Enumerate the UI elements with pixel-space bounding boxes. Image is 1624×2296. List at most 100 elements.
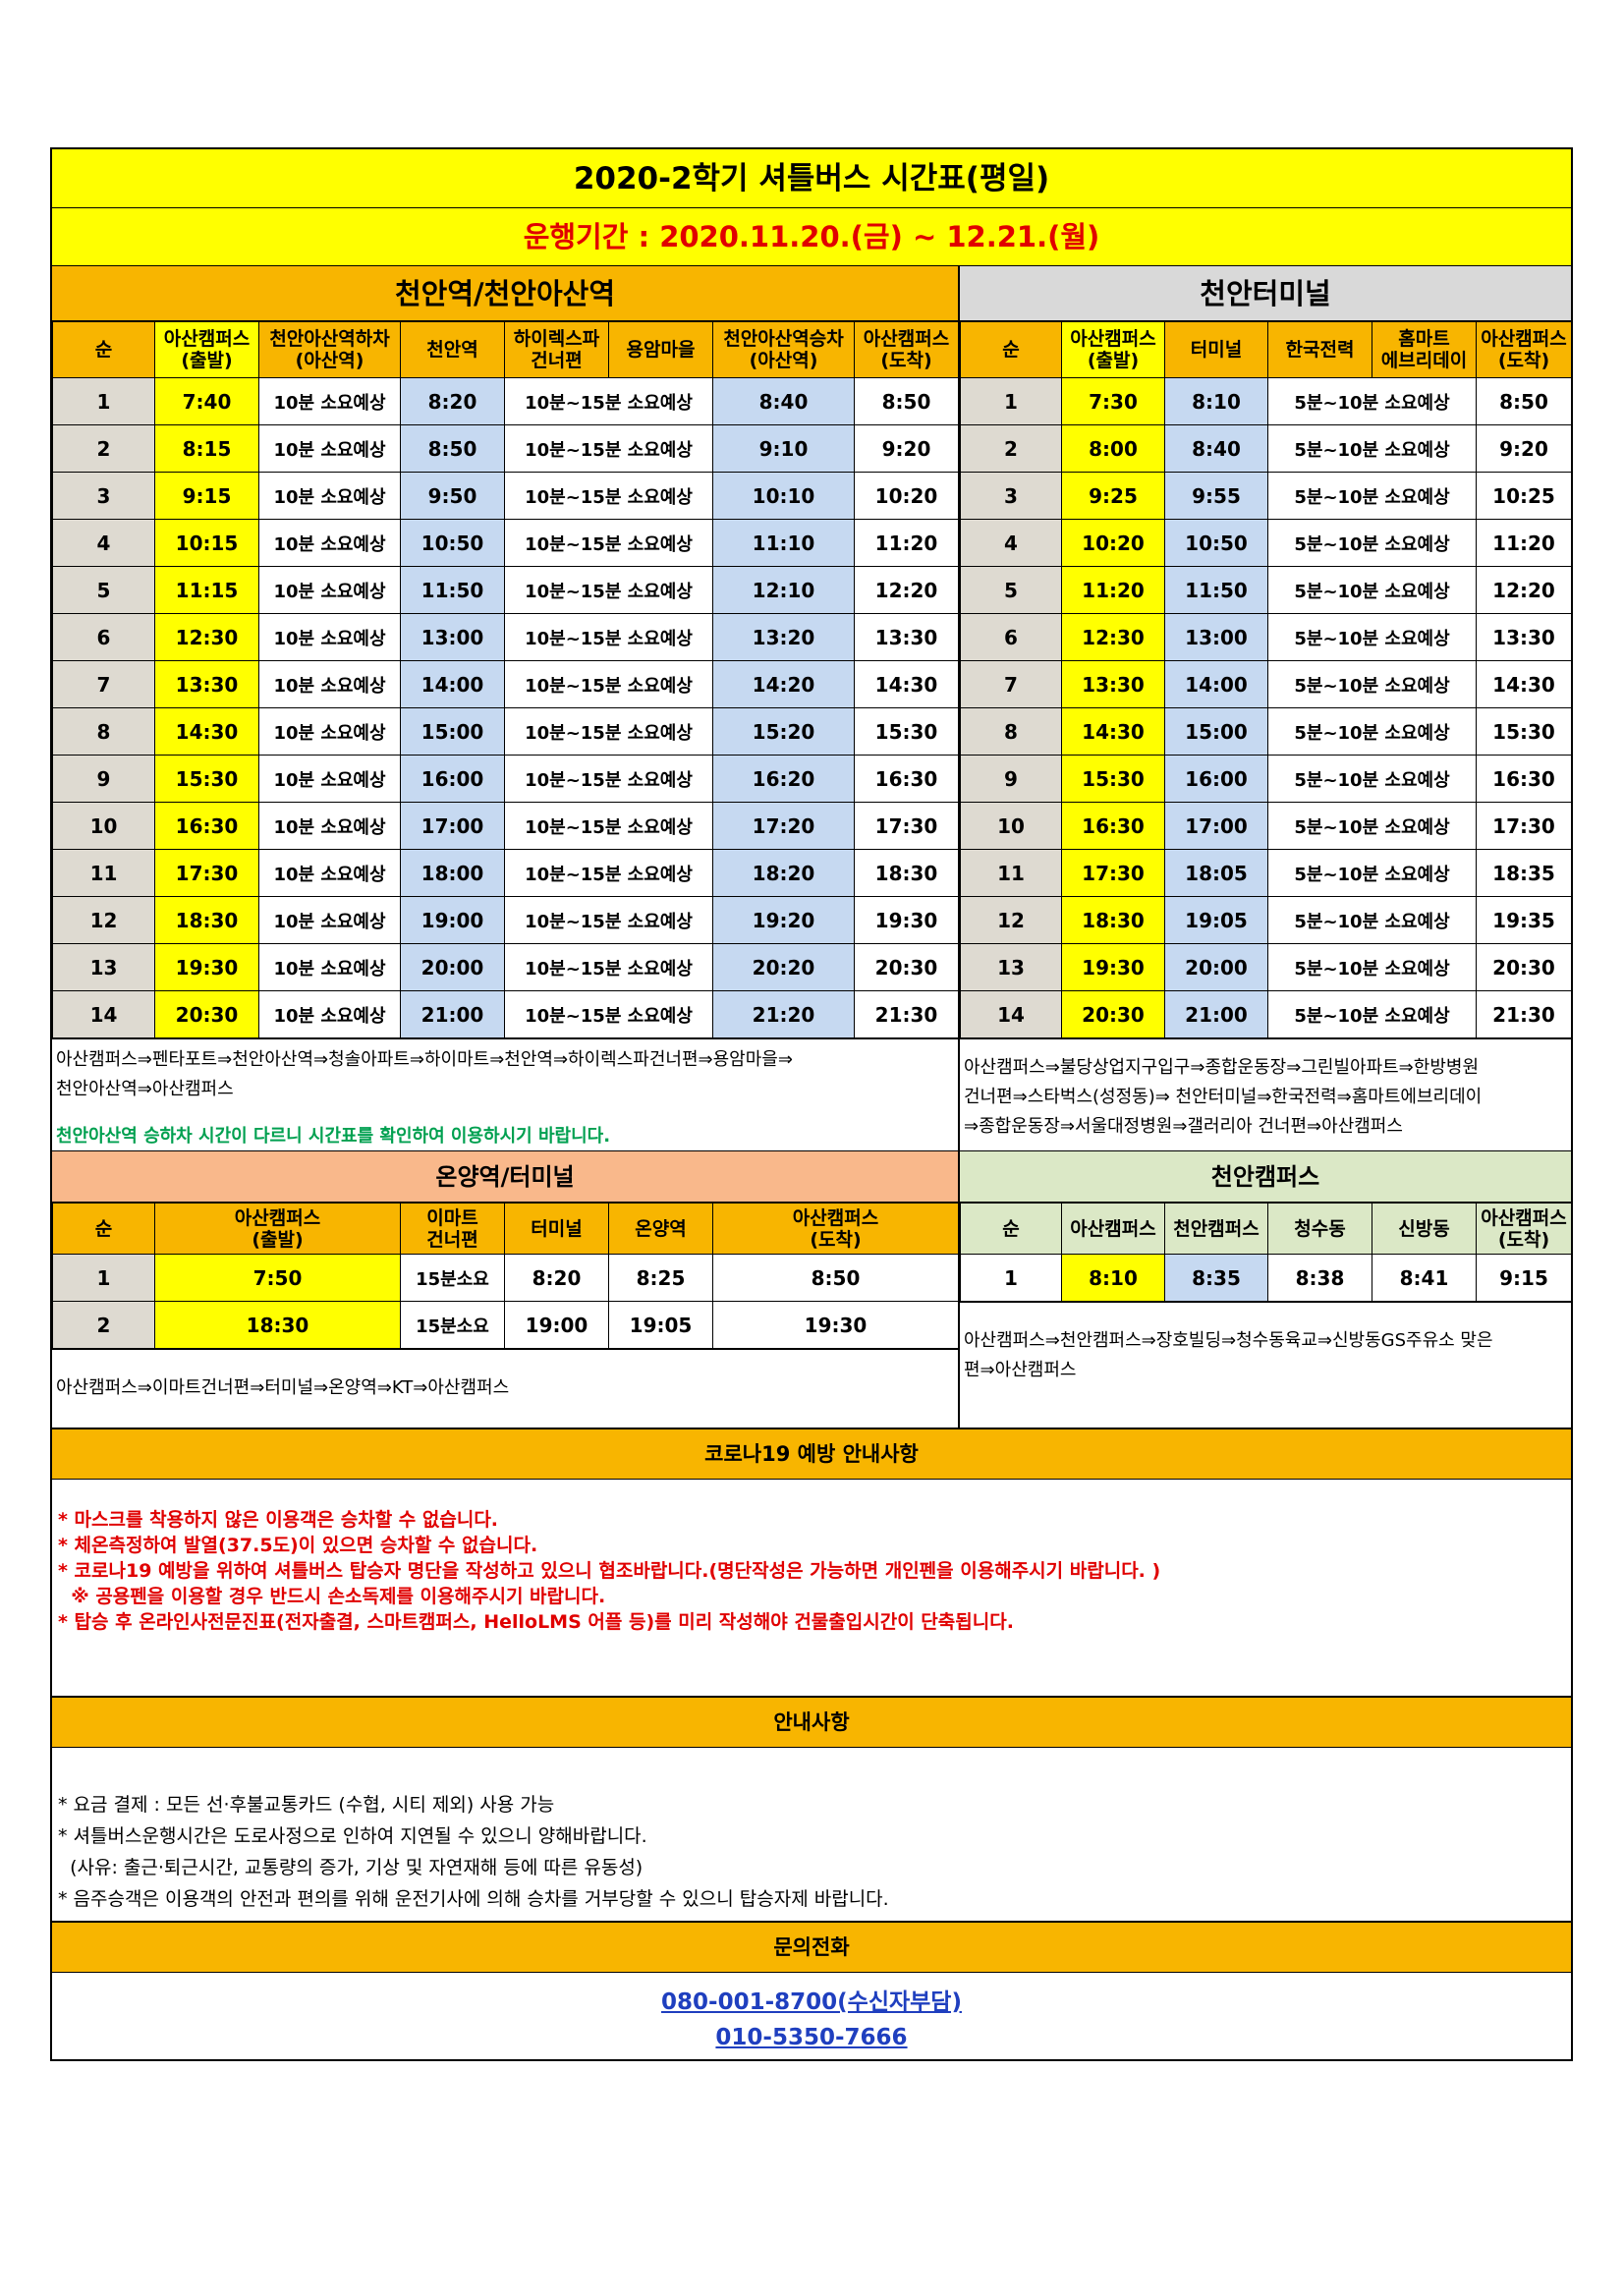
table-row: 11 17:30 18:05 5분~10분 소요예상 18:35 [960, 849, 1572, 897]
column-header: 홈마트 에브리데이 [1372, 321, 1477, 378]
column-header: 청수동 [1267, 1203, 1372, 1255]
arrive-time-cell: 17:30 [854, 802, 959, 850]
table-row: 10 16:30 17:00 5분~10분 소요예상 17:30 [960, 802, 1572, 850]
boarding-time-cell: 21:20 [712, 990, 855, 1038]
arrive-time-cell: 12:20 [1476, 566, 1572, 614]
timetable-document: 2020-2학기 셔틀버스 시간표(평일) 운행기간 : 2020.11.20.… [50, 147, 1573, 2061]
onyang-station-time-cell: 19:05 [608, 1301, 713, 1349]
section-title-cheonan-station: 천안역/천안아산역 [52, 266, 958, 321]
duration-note-cell: 5분~10분 소요예상 [1267, 707, 1477, 756]
arrive-time-cell: 18:30 [854, 849, 959, 897]
phone-toll-free[interactable]: 080-001-8700(수신자부담) [661, 1989, 962, 2015]
column-header: 아산캠퍼스 (도착) [854, 321, 959, 378]
duration-note-cell: 10분~15분 소요예상 [504, 519, 713, 567]
column-header: 아산캠퍼스 (출발) [154, 321, 259, 378]
notice-line: * 음주승객은 이용객의 안전과 편의를 위해 운전기사에 의해 승차를 거부당… [58, 1888, 889, 1910]
table-row: 3 9:25 9:55 5분~10분 소요예상 10:25 [960, 472, 1572, 520]
route-line: ⇒종합운동장⇒서울대정병원⇒갤러리아 건너편⇒아산캠퍼스 [964, 1116, 1403, 1137]
terminal-time-cell: 11:50 [1164, 566, 1268, 614]
depart-time-cell: 18:30 [154, 896, 259, 944]
seq-cell: 14 [52, 990, 155, 1038]
arrive-time-cell: 12:20 [854, 566, 959, 614]
station-time-cell: 14:00 [400, 660, 505, 708]
boarding-time-cell: 15:20 [712, 707, 855, 756]
arrive-time-cell: 15:30 [1476, 707, 1572, 756]
duration-note-cell: 5분~10분 소요예상 [1267, 424, 1477, 473]
notice-line: ※ 공용펜을 이용할 경우 반드시 손소독제를 이용해주시기 바랍니다. [58, 1586, 606, 1607]
duration-note-cell: 10분~15분 소요예상 [504, 990, 713, 1038]
arrive-time-cell: 17:30 [1476, 802, 1572, 850]
column-header: 터미널 [504, 1203, 609, 1255]
duration-note-cell: 5분~10분 소요예상 [1267, 802, 1477, 850]
seq-cell: 11 [960, 849, 1062, 897]
seq-cell: 9 [960, 755, 1062, 803]
sinbang-time-cell: 8:41 [1372, 1254, 1477, 1302]
duration-note-cell: 10분~15분 소요예상 [504, 707, 713, 756]
route-line: 아산캠퍼스⇒천안캠퍼스⇒장호빌딩⇒청수동육교⇒신방동GS주유소 맞은 [964, 1330, 1493, 1351]
route-line: 아산캠퍼스⇒펜타포트⇒천안아산역⇒청솔아파트⇒하이마트⇒천안역⇒하이렉스파건너편… [56, 1049, 793, 1070]
arrive-time-cell: 16:30 [1476, 755, 1572, 803]
terminal-time-cell: 18:05 [1164, 849, 1268, 897]
table-row: 1 7:50 15분소요 8:20 8:25 8:50 [52, 1254, 959, 1302]
depart-time-cell: 8:15 [154, 424, 259, 473]
station-time-cell: 19:00 [400, 896, 505, 944]
column-header: 아산캠퍼스 (출발) [1061, 321, 1165, 378]
arrive-time-cell: 14:30 [1476, 660, 1572, 708]
page-title: 2020-2학기 셔틀버스 시간표(평일) [52, 149, 1571, 208]
arrive-time-cell: 10:25 [1476, 472, 1572, 520]
boarding-time-cell: 16:20 [712, 755, 855, 803]
depart-time-cell: 7:50 [154, 1254, 401, 1302]
terminal-time-cell: 16:00 [1164, 755, 1268, 803]
terminal-time-cell: 8:20 [504, 1254, 609, 1302]
column-header: 아산캠퍼스 (도착) [712, 1203, 959, 1255]
seq-cell: 2 [52, 1301, 155, 1349]
seq-cell: 7 [960, 660, 1062, 708]
column-header: 이마트 건너편 [400, 1203, 505, 1255]
depart-time-cell: 19:30 [154, 943, 259, 991]
terminal-time-cell: 20:00 [1164, 943, 1268, 991]
phone-mobile[interactable]: 010-5350-7666 [715, 2025, 908, 2050]
column-header: 천안아산역하차 (아산역) [258, 321, 401, 378]
notice-line: * 코로나19 예방을 위하여 셔틀버스 탑승자 명단을 작성하고 있으니 협조… [58, 1560, 1161, 1582]
boarding-time-cell: 8:40 [712, 377, 855, 425]
terminal-table: 순 아산캠퍼스 (출발) 터미널 한국전력 홈마트 에브리데이 아산캠퍼스 (도착) 1 7:… [960, 321, 1572, 1038]
table-row: 9 15:30 10분 소요예상 16:00 10분~15분 소요예상 16:20 16:3… [52, 755, 959, 803]
depart-time-cell: 18:30 [1061, 896, 1165, 944]
arrive-time-cell: 9:15 [1476, 1254, 1572, 1302]
duration-note-cell: 10분 소요예상 [258, 519, 401, 567]
duration-note-cell: 10분 소요예상 [258, 802, 401, 850]
notice-line: * 마스크를 착용하지 않은 이용객은 승차할 수 없습니다. [58, 1509, 499, 1531]
table-row: 12 18:30 19:05 5분~10분 소요예상 19:35 [960, 896, 1572, 944]
depart-time-cell: 13:30 [154, 660, 259, 708]
cheonan-station-section: 천안역/천안아산역 순 아산캠퍼스 (출발) 천안아산역하차 (아산역) 천안역 하이렉… [52, 266, 960, 1150]
column-header: 순 [52, 321, 155, 378]
seq-cell: 10 [960, 802, 1062, 850]
seq-cell: 5 [52, 566, 155, 614]
arrive-time-cell: 21:30 [1476, 990, 1572, 1038]
depart-time-cell: 15:30 [1061, 755, 1165, 803]
depart-time-cell: 20:30 [1061, 990, 1165, 1038]
duration-note-cell: 5분~10분 소요예상 [1267, 472, 1477, 520]
seq-cell: 8 [960, 707, 1062, 756]
cheonan-station-table: 순 아산캠퍼스 (출발) 천안아산역하차 (아산역) 천안역 하이렉스파 건너편 용암마을… [52, 321, 959, 1038]
column-header: 아산캠퍼스 (도착) [1476, 1203, 1572, 1255]
seq-cell: 1 [960, 377, 1062, 425]
depart-time-cell: 16:30 [154, 802, 259, 850]
table-row: 9 15:30 16:00 5분~10분 소요예상 16:30 [960, 755, 1572, 803]
station-time-cell: 18:00 [400, 849, 505, 897]
depart-time-cell: 9:25 [1061, 472, 1165, 520]
station-time-cell: 11:50 [400, 566, 505, 614]
duration-note-cell: 10분 소요예상 [258, 943, 401, 991]
covid-notice-title: 코로나19 예방 안내사항 [52, 1428, 1571, 1480]
seq-cell: 12 [960, 896, 1062, 944]
route-line: 건너편⇒스타벅스(성정동)⇒ 천안터미널⇒한국전력⇒홈마트에브리데이 [964, 1087, 1483, 1107]
arrive-time-cell: 19:30 [712, 1301, 959, 1349]
boarding-time-cell: 17:20 [712, 802, 855, 850]
middle-grid: 온양역/터미널 순 아산캠퍼스 (출발) 이마트 건너편 터미널 온양역 아산캠퍼스 (도… [52, 1150, 1572, 1428]
arrive-time-cell: 11:20 [1476, 519, 1572, 567]
duration-note-cell: 10분~15분 소요예상 [504, 896, 713, 944]
arrive-time-cell: 8:50 [712, 1254, 959, 1302]
operation-period: 운행기간 : 2020.11.20.(금) ~ 12.21.(월) [52, 208, 1571, 266]
seq-cell: 1 [960, 1254, 1062, 1302]
depart-time-cell: 8:10 [1061, 1254, 1165, 1302]
